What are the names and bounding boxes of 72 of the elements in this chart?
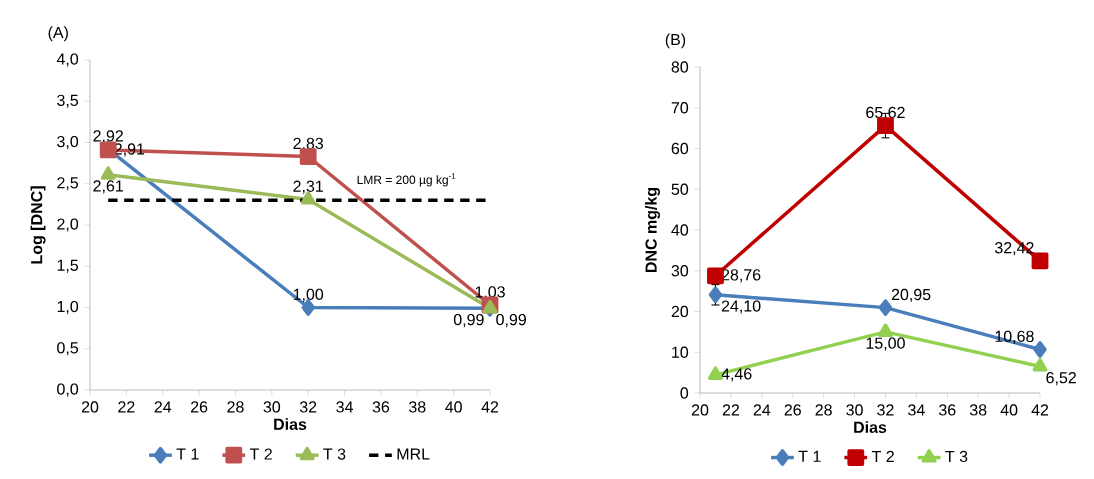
x-tick-label: 40 xyxy=(445,401,462,413)
x-tick-label: 30 xyxy=(263,401,281,413)
y-tick-label: 2,5 xyxy=(57,177,79,191)
data-label: 10,68 xyxy=(995,330,1034,344)
data-label: 1,00 xyxy=(293,288,324,302)
y-tick-label: 30 xyxy=(671,265,689,277)
legend-label: T 2 xyxy=(871,450,894,462)
y-axis-title: DNC mg/kg xyxy=(645,187,660,273)
x-tick-label: 34 xyxy=(908,404,925,416)
y-tick-label: 1,5 xyxy=(57,259,79,273)
data-label: 2,92 xyxy=(93,130,123,144)
chart-title: (A) xyxy=(48,26,68,42)
x-tick-label: 42 xyxy=(481,401,499,413)
annotation: LMR = 200 µg kg$^{-1}$ xyxy=(357,173,456,187)
x-tick-label: 24 xyxy=(753,404,771,416)
x-axis-title: Dias xyxy=(274,418,307,430)
chart-title: (B) xyxy=(665,33,686,49)
y-tick-label: 70 xyxy=(671,102,689,114)
data-label: 2,31 xyxy=(293,180,323,194)
x-tick-label: 22 xyxy=(118,401,135,413)
legend-label: T 1 xyxy=(798,450,821,462)
data-label: 1,03 xyxy=(475,286,505,300)
data-label: 6,52 xyxy=(1046,372,1076,386)
x-tick-label: 26 xyxy=(190,401,208,413)
y-tick-label: 0,5 xyxy=(57,342,79,356)
x-tick-label: 38 xyxy=(969,404,987,416)
x-axis-title: Dias xyxy=(854,421,887,433)
data-label: 2,83 xyxy=(293,137,324,151)
y-axis-title: Log [DNC] xyxy=(30,186,46,264)
data-label: 4,46 xyxy=(721,368,752,382)
data-label: 20,95 xyxy=(891,288,931,303)
x-tick-label: 26 xyxy=(784,404,801,416)
y-tick-label: 0,0 xyxy=(57,383,79,397)
x-tick-label: 24 xyxy=(154,401,172,413)
y-tick-label: 2,0 xyxy=(57,218,79,232)
legend-label: T 2 xyxy=(249,448,272,460)
legend-label: T 3 xyxy=(323,448,346,460)
y-tick-label: 4,0 xyxy=(56,53,79,67)
x-tick-label: 30 xyxy=(846,404,863,416)
y-tick-label: 60 xyxy=(671,142,689,155)
y-tick-label: 10 xyxy=(672,346,689,358)
y-tick-label: 3,5 xyxy=(57,94,79,108)
x-tick-label: 20 xyxy=(691,404,709,416)
data-label: 2,61 xyxy=(93,180,123,194)
y-tick-label: 3,0 xyxy=(57,135,79,150)
y-tick-label: 0 xyxy=(680,387,689,399)
data-label: 2,91 xyxy=(114,143,145,157)
y-tick-label: 20 xyxy=(671,305,689,318)
data-label: 65,62 xyxy=(866,106,905,121)
x-tick-label: 36 xyxy=(938,404,956,416)
x-tick-label: 28 xyxy=(815,404,832,416)
x-tick-label: 40 xyxy=(1000,404,1018,416)
data-label: 0,99 xyxy=(453,313,484,328)
y-tick-label: 1,0 xyxy=(57,300,79,315)
x-tick-label: 32 xyxy=(877,404,894,416)
y-tick-label: 40 xyxy=(671,224,689,236)
x-tick-label: 38 xyxy=(408,401,426,413)
legend-label: T 3 xyxy=(945,450,968,463)
legend-label: T 1 xyxy=(176,448,199,460)
x-tick-label: 20 xyxy=(81,401,99,413)
data-label: 15,00 xyxy=(866,337,905,351)
x-tick-label: 22 xyxy=(722,404,740,416)
x-tick-label: 36 xyxy=(372,401,390,413)
x-tick-label: 42 xyxy=(1031,404,1049,416)
data-label: 0,99 xyxy=(496,313,526,328)
x-tick-label: 28 xyxy=(227,401,244,413)
x-tick-label: 32 xyxy=(299,401,317,413)
y-tick-label: 50 xyxy=(671,183,689,195)
y-tick-label: 80 xyxy=(671,61,689,73)
x-tick-label: 34 xyxy=(336,401,353,413)
data-label: 24,10 xyxy=(721,300,761,314)
legend-label: MRL xyxy=(397,448,430,460)
